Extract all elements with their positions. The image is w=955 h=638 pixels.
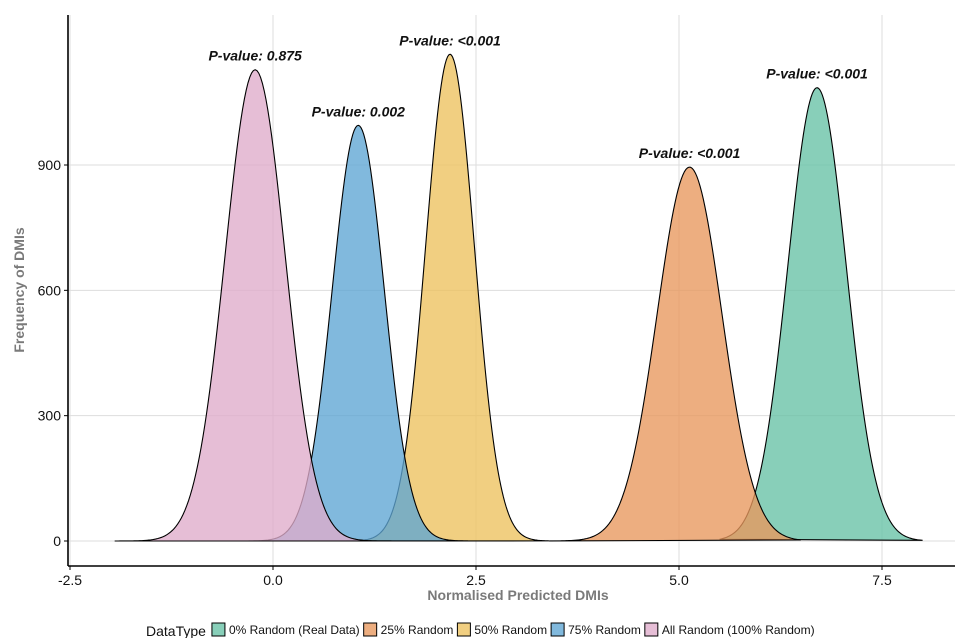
p-value-label: P-value: 0.875 [208,48,302,64]
legend-label: 25% Random [381,623,454,637]
density-curves [114,53,923,542]
legend-label: 75% Random [568,623,641,637]
y-tick-label: 0 [53,533,61,549]
x-tick-label: 7.5 [872,572,892,588]
density-curve [549,166,801,542]
density-curve [719,87,923,541]
legend-label: 0% Random (Real Data) [229,623,360,637]
y-tick-label: 300 [38,408,62,424]
legend-key [456,622,471,637]
p-value-label: P-value: 0.002 [312,103,406,119]
p-value-label: P-value: <0.001 [399,32,501,48]
axes: -2.5 0.0 2.5 5.0 7.5 0 300 600 900 [38,15,955,588]
y-tick-label: 900 [38,157,62,173]
x-tick-label: 2.5 [466,572,486,588]
legend-key [363,622,378,637]
legend-key [550,622,565,637]
x-axis-title: Normalised Predicted DMIs [427,587,608,603]
x-tick-label: -2.5 [58,572,82,588]
p-value-label: P-value: <0.001 [766,66,868,82]
legend: DataType 0% Random (Real Data) 25% Random… [146,622,815,638]
legend-title: DataType [146,623,206,638]
legend-key [644,622,659,637]
x-tick-label: 5.0 [669,572,689,588]
x-tick-label: 0.0 [263,572,283,588]
legend-key [211,622,226,637]
y-tick-label: 600 [38,282,62,298]
density-curve [114,69,403,542]
p-value-annotations: P-value: <0.001 P-value: <0.001 P-value: <… [208,32,868,161]
y-axis-title: Frequency of DMIs [11,227,27,352]
p-value-label: P-value: <0.001 [639,145,741,161]
legend-label: All Random (100% Random) [662,623,815,637]
legend-label: 50% Random [474,623,547,637]
